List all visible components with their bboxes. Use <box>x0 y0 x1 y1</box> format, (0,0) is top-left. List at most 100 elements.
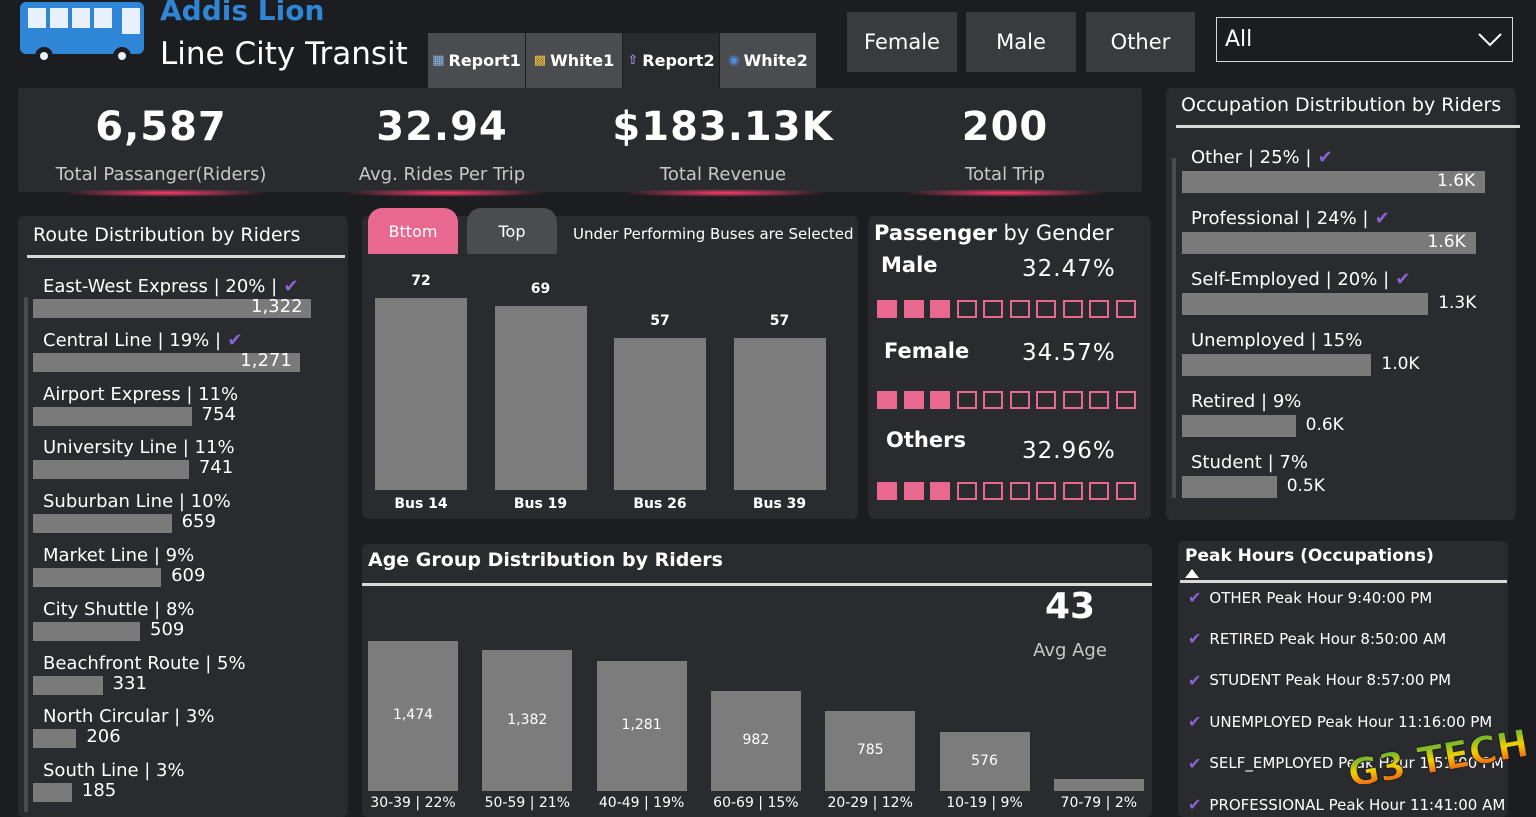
age-category-label: 20-29 | 12% <box>827 795 913 811</box>
occupation-item-label[interactable]: Professional | 24% | ✔ <box>1191 208 1390 229</box>
age-value-label: 785 <box>856 742 884 759</box>
bus-category-label: Bus 19 <box>513 496 568 512</box>
peak-hour-text: OTHER Peak Hour 9:40:00 PM <box>1209 588 1433 607</box>
empty-square-icon <box>1062 482 1083 500</box>
title-divider <box>1180 580 1507 583</box>
route-item-label[interactable]: Market Line | 9% <box>43 545 194 566</box>
svg-text:G3 TECH: G3 TECH <box>1345 722 1530 784</box>
peak-hour-item: ✔ RETIRED Peak Hour 8:50:00 AM <box>1188 629 1446 648</box>
age-bar[interactable] <box>939 732 1030 791</box>
kpi-revenue-label: Total Revenue <box>659 164 787 185</box>
route-name: North Circular | 3% <box>43 706 215 728</box>
route-bar[interactable] <box>33 352 301 372</box>
empty-square-icon <box>1115 300 1136 318</box>
bus-logo-icon <box>20 2 144 65</box>
check-icon: ✔ <box>221 329 243 351</box>
route-item-label[interactable]: South Line | 3% <box>43 760 185 781</box>
route-item-label[interactable]: North Circular | 3% <box>43 706 214 727</box>
occupation-value: 1.3K <box>1438 293 1477 313</box>
kpi-total-trip-label: Total Trip <box>965 164 1045 185</box>
occupation-bar[interactable] <box>1182 415 1296 437</box>
age-bar[interactable] <box>596 660 687 791</box>
bus-value-label: 69 <box>530 281 551 297</box>
route-name: South Line | 3% <box>43 760 185 782</box>
route-bar[interactable] <box>33 675 103 695</box>
top-toggle-button[interactable]: Top <box>467 208 557 254</box>
filter-dropdown[interactable]: All <box>1216 17 1513 62</box>
sort-up-icon[interactable] <box>1185 569 1199 578</box>
age-bar[interactable] <box>482 650 573 791</box>
age-category-label: 40-49 | 19% <box>598 795 685 811</box>
occupation-bar[interactable] <box>1182 476 1277 498</box>
bus-bar[interactable] <box>494 306 587 490</box>
scrollbar[interactable] <box>1172 158 1176 498</box>
filled-square-icon <box>903 482 924 500</box>
route-bar[interactable] <box>33 299 311 318</box>
occupation-bar[interactable] <box>1182 171 1485 193</box>
occupation-item-label[interactable]: Other | 25% | ✔ <box>1191 147 1333 168</box>
peak-hour-item: ✔ PROFESSIONAL Peak Hour 11:41:00 AM <box>1188 795 1505 814</box>
nav-button-report2[interactable]: ⇧ Report2 <box>623 33 719 88</box>
filter-other-button[interactable]: Other <box>1086 12 1195 72</box>
age-value-label: 982 <box>742 732 770 749</box>
occupation-bar[interactable] <box>1182 232 1476 254</box>
peak-hour-text: SELF_EMPLOYED Peak Hour 1:51:00 PM <box>1209 754 1504 773</box>
kpi-glow <box>60 189 270 197</box>
empty-square-icon <box>1062 300 1083 318</box>
top-arrow-icon: ⇧ <box>627 53 639 68</box>
age-bar[interactable] <box>368 641 458 791</box>
occupation-item-label[interactable]: Student | 7% <box>1191 452 1308 473</box>
nav-button-report1[interactable]: ▦ Report1 <box>428 33 525 88</box>
route-item-label[interactable]: Airport Express | 11% <box>43 384 238 405</box>
kpi-total-passengers-label: Total Passanger(Riders) <box>55 164 267 185</box>
route-bar[interactable] <box>33 406 192 426</box>
route-item-label[interactable]: Central Line | 19% | ✔ <box>43 330 242 351</box>
scrollbar[interactable] <box>24 297 28 812</box>
route-bar[interactable] <box>33 568 162 587</box>
empty-square-icon <box>1089 482 1109 500</box>
kpi-panel <box>18 88 1142 192</box>
nav-button-white2[interactable]: ◉ White2 <box>720 33 816 88</box>
route-bar[interactable] <box>33 621 141 641</box>
occupation-value: 1.6K <box>1427 232 1466 252</box>
nav-button-white1[interactable]: ▩ White1 <box>526 33 622 88</box>
chevron-down-icon <box>1478 33 1502 47</box>
bus-bar[interactable] <box>375 298 467 490</box>
route-item-label[interactable]: City Shuttle | 8% <box>43 599 195 620</box>
bus-bar[interactable] <box>614 338 706 490</box>
age-bar[interactable] <box>825 711 916 791</box>
bottom-toggle-button[interactable]: Bttom <box>368 208 458 254</box>
filled-square-icon <box>903 391 924 409</box>
occupation-bar[interactable] <box>1182 293 1429 315</box>
route-item-label[interactable]: East-West Express | 20% | ✔ <box>43 276 299 297</box>
kpi-glow <box>340 189 550 197</box>
occupation-bar[interactable] <box>1182 354 1372 376</box>
age-bar[interactable] <box>1053 778 1144 791</box>
occupation-item-label[interactable]: Retired | 9% <box>1191 391 1301 412</box>
nav-label: White1 <box>550 51 615 70</box>
occupation-name: Retired | 9% <box>1191 391 1302 412</box>
route-item-label[interactable]: University Line | 11% <box>43 437 235 458</box>
check-icon: ✔ <box>1188 753 1202 773</box>
filled-square-icon <box>877 482 897 500</box>
route-name: City Shuttle | 8% <box>43 598 195 620</box>
occupation-item-label[interactable]: Self-Employed | 20% | ✔ <box>1191 269 1411 290</box>
filter-male-button[interactable]: Male <box>966 12 1076 72</box>
route-item-label[interactable]: Beachfront Route | 5% <box>43 653 246 674</box>
bus-bar[interactable] <box>733 338 826 490</box>
route-bar[interactable] <box>33 729 77 749</box>
g3-tech-watermark-logo: G3 TECH <box>1344 722 1530 784</box>
brand-title: Addis Lion <box>160 0 325 27</box>
kpi-glow <box>900 189 1110 197</box>
route-bar[interactable] <box>33 783 72 803</box>
occupation-item-label[interactable]: Unemployed | 15% <box>1191 330 1362 351</box>
occupation-name: Student | 7% <box>1191 452 1308 473</box>
route-bar[interactable] <box>33 460 189 480</box>
route-bar[interactable] <box>33 514 172 534</box>
age-category-label: 50-59 | 21% <box>484 795 570 811</box>
route-value: 331 <box>112 672 147 694</box>
age-bar[interactable] <box>710 691 801 791</box>
filter-female-button[interactable]: Female <box>847 12 957 72</box>
occupation-name: Professional | 24% | <box>1191 208 1369 229</box>
route-item-label[interactable]: Suburban Line | 10% <box>43 491 231 512</box>
